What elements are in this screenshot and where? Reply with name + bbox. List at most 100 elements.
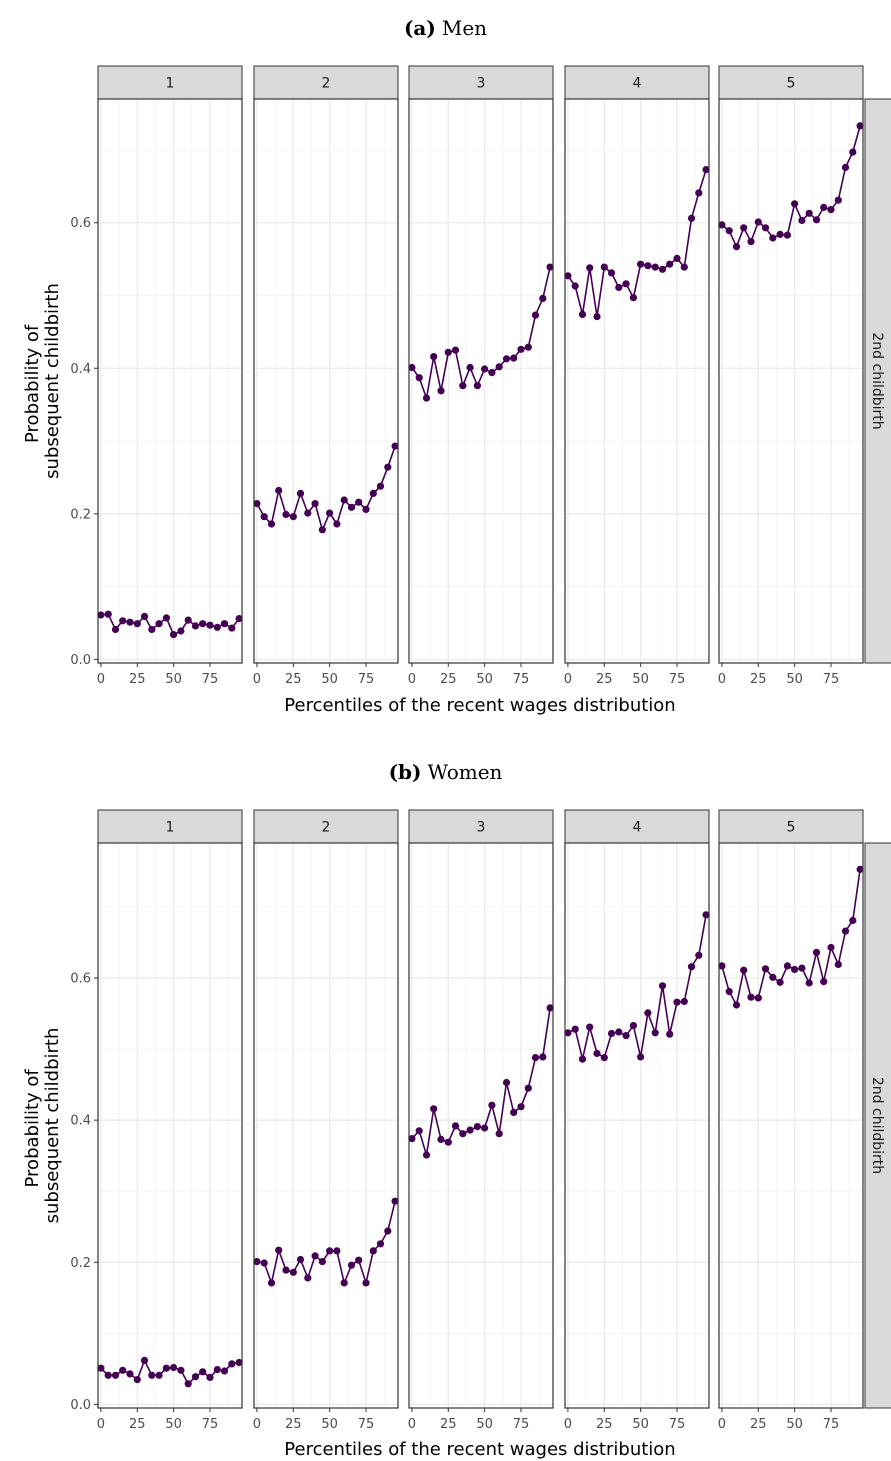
facet-strip (564, 809, 710, 844)
data-point (333, 1247, 341, 1255)
data-point (148, 625, 156, 634)
data-point (184, 616, 192, 624)
data-point (502, 355, 511, 363)
data-point (539, 294, 547, 302)
data-point (666, 260, 674, 268)
data-point (318, 1258, 326, 1266)
facet-strip (408, 65, 554, 100)
data-point (637, 1053, 645, 1061)
data-point (282, 1266, 290, 1274)
x-tick-label: 50 (632, 672, 649, 687)
x-tick-label: 25 (750, 1417, 767, 1432)
facet-strip (718, 65, 864, 100)
data-point (369, 489, 377, 497)
data-point (384, 463, 392, 471)
data-point (798, 964, 806, 972)
data-point (481, 365, 489, 373)
data-point (97, 611, 105, 619)
data-point (524, 1084, 532, 1092)
data-point (376, 1240, 385, 1248)
row-strip-label: 2nd childbirth (869, 332, 885, 429)
data-point (629, 294, 638, 302)
data-point (133, 620, 141, 628)
data-point (304, 509, 312, 517)
data-point (408, 363, 416, 372)
data-point (415, 374, 423, 382)
facet-border (718, 842, 864, 1409)
data-point (658, 982, 667, 990)
x-tick-label: 50 (476, 1417, 493, 1432)
data-point (340, 496, 348, 504)
series-line (721, 869, 861, 1008)
x-tick-label: 75 (513, 672, 530, 687)
data-point (140, 1356, 149, 1364)
data-point (531, 311, 540, 319)
data-point (347, 1261, 356, 1269)
data-point (289, 1268, 297, 1276)
data-point (725, 227, 733, 235)
data-point (586, 1023, 594, 1031)
data-point (267, 520, 276, 528)
facet-border (97, 98, 243, 664)
data-point (126, 618, 134, 626)
data-point (333, 520, 341, 528)
y-tick-label: 0.4 (70, 362, 91, 377)
data-point (355, 1256, 363, 1264)
data-point (191, 1373, 200, 1381)
x-tick-label: 75 (669, 672, 686, 687)
data-point (510, 354, 518, 362)
data-point (546, 263, 554, 271)
data-point (282, 510, 290, 519)
data-point (747, 993, 755, 1001)
panel-a-title-tag: (a) (404, 16, 436, 40)
facet-border (408, 98, 554, 664)
facet-strip (253, 65, 399, 100)
data-point (644, 1009, 652, 1017)
y-tick-label: 0.0 (70, 1398, 91, 1413)
data-point (444, 348, 452, 356)
data-point (104, 610, 112, 618)
data-point (253, 500, 261, 508)
data-point (805, 209, 813, 217)
data-point (495, 1130, 503, 1138)
panel-b-xlabel: Percentiles of the recent wages distribu… (284, 1439, 675, 1460)
y-tick-label: 0.4 (70, 1114, 91, 1129)
data-point (769, 234, 777, 242)
data-point (615, 1028, 623, 1036)
facet-strip-label: 4 (633, 820, 642, 836)
x-tick-label: 0 (564, 1417, 572, 1432)
series-line (567, 169, 707, 317)
x-tick-label: 50 (321, 672, 338, 687)
x-tick-label: 0 (253, 1417, 261, 1432)
data-point (340, 1279, 348, 1287)
facet-strip (253, 809, 399, 844)
data-point (695, 189, 703, 197)
data-point (466, 1126, 474, 1134)
row-strip (864, 842, 891, 1409)
data-point (841, 163, 850, 171)
data-point (199, 1368, 207, 1376)
data-point (184, 1380, 192, 1388)
x-tick-label: 25 (285, 1417, 302, 1432)
facet-strip-label: 5 (787, 820, 796, 836)
x-tick-label: 75 (358, 1417, 375, 1432)
data-point (564, 272, 572, 280)
data-point (391, 1197, 399, 1205)
row-strip (864, 98, 891, 664)
x-tick-label: 75 (202, 672, 219, 687)
x-tick-label: 50 (165, 1417, 182, 1432)
data-point (805, 979, 813, 987)
data-point (740, 966, 748, 974)
facet-strip (97, 65, 243, 100)
data-point (133, 1376, 141, 1384)
data-point (615, 283, 623, 292)
x-tick-label: 75 (669, 1417, 686, 1432)
x-tick-label: 25 (440, 1417, 457, 1432)
series-line (567, 914, 707, 1060)
facet-strip-label: 5 (787, 76, 796, 92)
x-tick-label: 0 (718, 672, 726, 687)
x-tick-label: 25 (596, 672, 613, 687)
data-point (593, 313, 601, 321)
